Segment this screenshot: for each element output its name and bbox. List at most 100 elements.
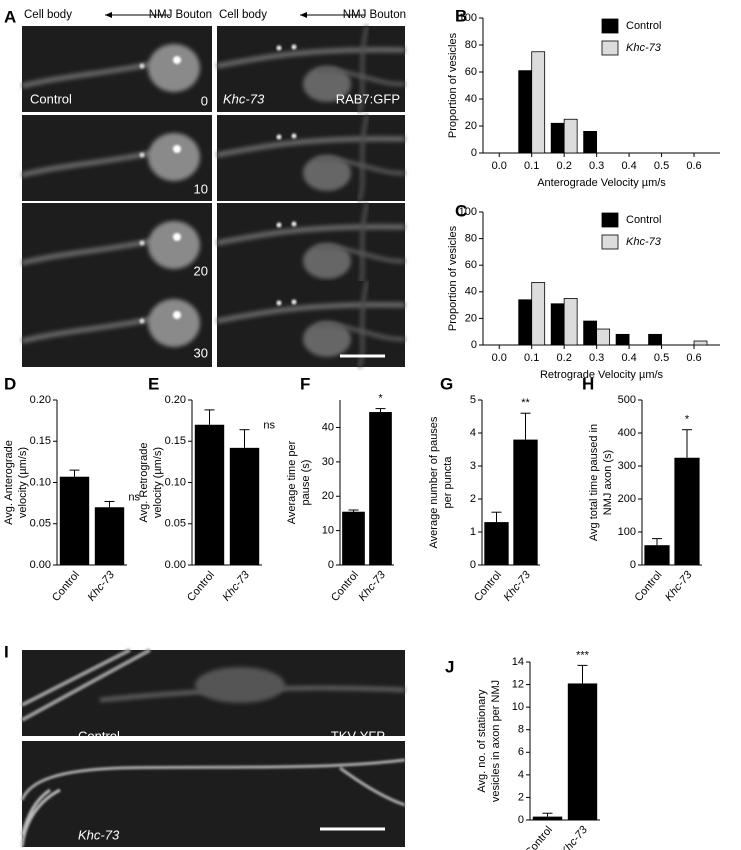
image-tile: [217, 281, 405, 367]
panel-letter: A: [4, 7, 16, 26]
panel-letter: E: [148, 374, 159, 393]
y-tick-label: 0: [328, 559, 334, 571]
y-axis-label: Average time per: [286, 440, 298, 524]
x-tick-label: Khc-73: [356, 568, 388, 603]
image-label: Khc-73: [78, 827, 120, 842]
y-tick-label: 0.05: [165, 518, 186, 530]
y-axis-label: NMJ axon (s): [602, 450, 614, 515]
x-tick-label: Control: [329, 569, 361, 604]
y-tick-label: 0: [518, 814, 524, 826]
time-label: 20: [194, 263, 208, 278]
x-tick-label: 0.1: [524, 160, 539, 172]
bar: [615, 333, 630, 346]
x-tick-label: 0.6: [686, 160, 701, 172]
x-tick-label: 0.6: [686, 352, 701, 364]
bar: [532, 816, 563, 820]
image-tile: [217, 203, 405, 289]
x-tick-label: Khc-73: [663, 568, 695, 603]
y-tick-label: 0.00: [165, 559, 186, 571]
y-tick-label: 60: [465, 259, 477, 271]
y-tick-label: 6: [518, 746, 524, 758]
bar: [59, 476, 90, 565]
legend-label: Control: [626, 20, 661, 32]
panel-letter: G: [440, 374, 453, 393]
image-structure: [195, 667, 285, 703]
y-tick-label: 10: [322, 525, 334, 537]
image-label: Khc-73: [223, 91, 265, 106]
x-tick-label: 0.3: [589, 160, 604, 172]
x-tick-label: 0.4: [621, 352, 636, 364]
y-tick-label: 0.10: [165, 476, 186, 488]
y-axis-label: Avg. no. of stationary: [476, 689, 488, 793]
bar: [648, 333, 662, 346]
arrow-head: [300, 12, 307, 18]
y-tick-label: 30: [322, 456, 334, 468]
x-tick-label: 0.1: [524, 352, 539, 364]
image-structure: [20, 758, 406, 807]
panel-letter: J: [445, 657, 454, 676]
x-tick-label: 0.5: [654, 160, 669, 172]
bar: [94, 507, 125, 565]
y-tick-label: 300: [618, 460, 636, 472]
x-tick-label: 0.0: [492, 352, 507, 364]
bar: [550, 122, 565, 154]
y-tick-label: 0.15: [30, 435, 51, 447]
image-tile: [22, 115, 212, 201]
y-tick-label: 20: [322, 490, 334, 502]
x-tick-label: Control: [633, 569, 665, 604]
y-tick-label: 0.20: [30, 394, 51, 406]
legend-label: Khc-73: [626, 236, 662, 248]
x-tick-label: Control: [185, 569, 217, 604]
y-tick-label: 0.00: [30, 559, 51, 571]
bar: [674, 457, 700, 565]
y-tick-label: 8: [518, 724, 524, 736]
image-label: RAB7:GFP: [336, 91, 400, 106]
x-axis-label: Anterograde Velocity µm/s: [537, 177, 666, 189]
image-label: Control: [78, 728, 120, 743]
y-axis-label: velocity (µm/s): [152, 447, 164, 518]
bar: [583, 130, 598, 154]
panel-letter: B: [455, 6, 467, 25]
y-axis-label: Average number of pauses: [428, 416, 440, 548]
legend-swatch: [601, 212, 619, 228]
x-axis-label: Retrograde Velocity µm/s: [540, 369, 664, 381]
annotation: *: [378, 393, 383, 405]
y-axis-label: Proportion of vesicles: [447, 225, 459, 331]
annotation: **: [521, 397, 530, 409]
bar: [693, 340, 708, 346]
x-tick-label: Khc-73: [220, 568, 252, 603]
bar: [531, 51, 546, 154]
bar: [644, 545, 670, 565]
bar: [518, 70, 533, 154]
y-tick-label: 0.20: [165, 394, 186, 406]
x-tick-label: Control: [50, 569, 82, 604]
y-tick-label: 40: [465, 93, 477, 105]
bar: [484, 522, 509, 565]
y-axis-label: pause (s): [300, 460, 312, 506]
y-tick-label: 400: [618, 427, 636, 439]
bar: [563, 118, 578, 154]
annotation: *: [685, 414, 690, 426]
image-tile: [217, 115, 405, 201]
y-axis-label: Avg. Anterograde: [3, 440, 15, 525]
y-tick-label: 0: [470, 559, 476, 571]
bar: [596, 328, 611, 346]
y-tick-label: 0.15: [165, 435, 186, 447]
bar: [369, 412, 392, 565]
y-tick-label: 14: [512, 656, 524, 668]
legend-label: Khc-73: [626, 42, 662, 54]
legend-swatch: [601, 40, 619, 56]
y-tick-label: 200: [618, 493, 636, 505]
y-tick-label: 80: [465, 233, 477, 245]
panel-letter: H: [582, 374, 594, 393]
y-tick-label: 4: [518, 769, 524, 781]
bar: [342, 511, 365, 565]
panel-letter: D: [4, 374, 16, 393]
x-tick-label: 0.5: [654, 352, 669, 364]
y-tick-label: 500: [618, 394, 636, 406]
x-tick-label: Control: [472, 569, 504, 604]
y-tick-label: 20: [465, 120, 477, 132]
x-tick-label: Khc-73: [501, 568, 533, 603]
y-tick-label: 80: [465, 39, 477, 51]
